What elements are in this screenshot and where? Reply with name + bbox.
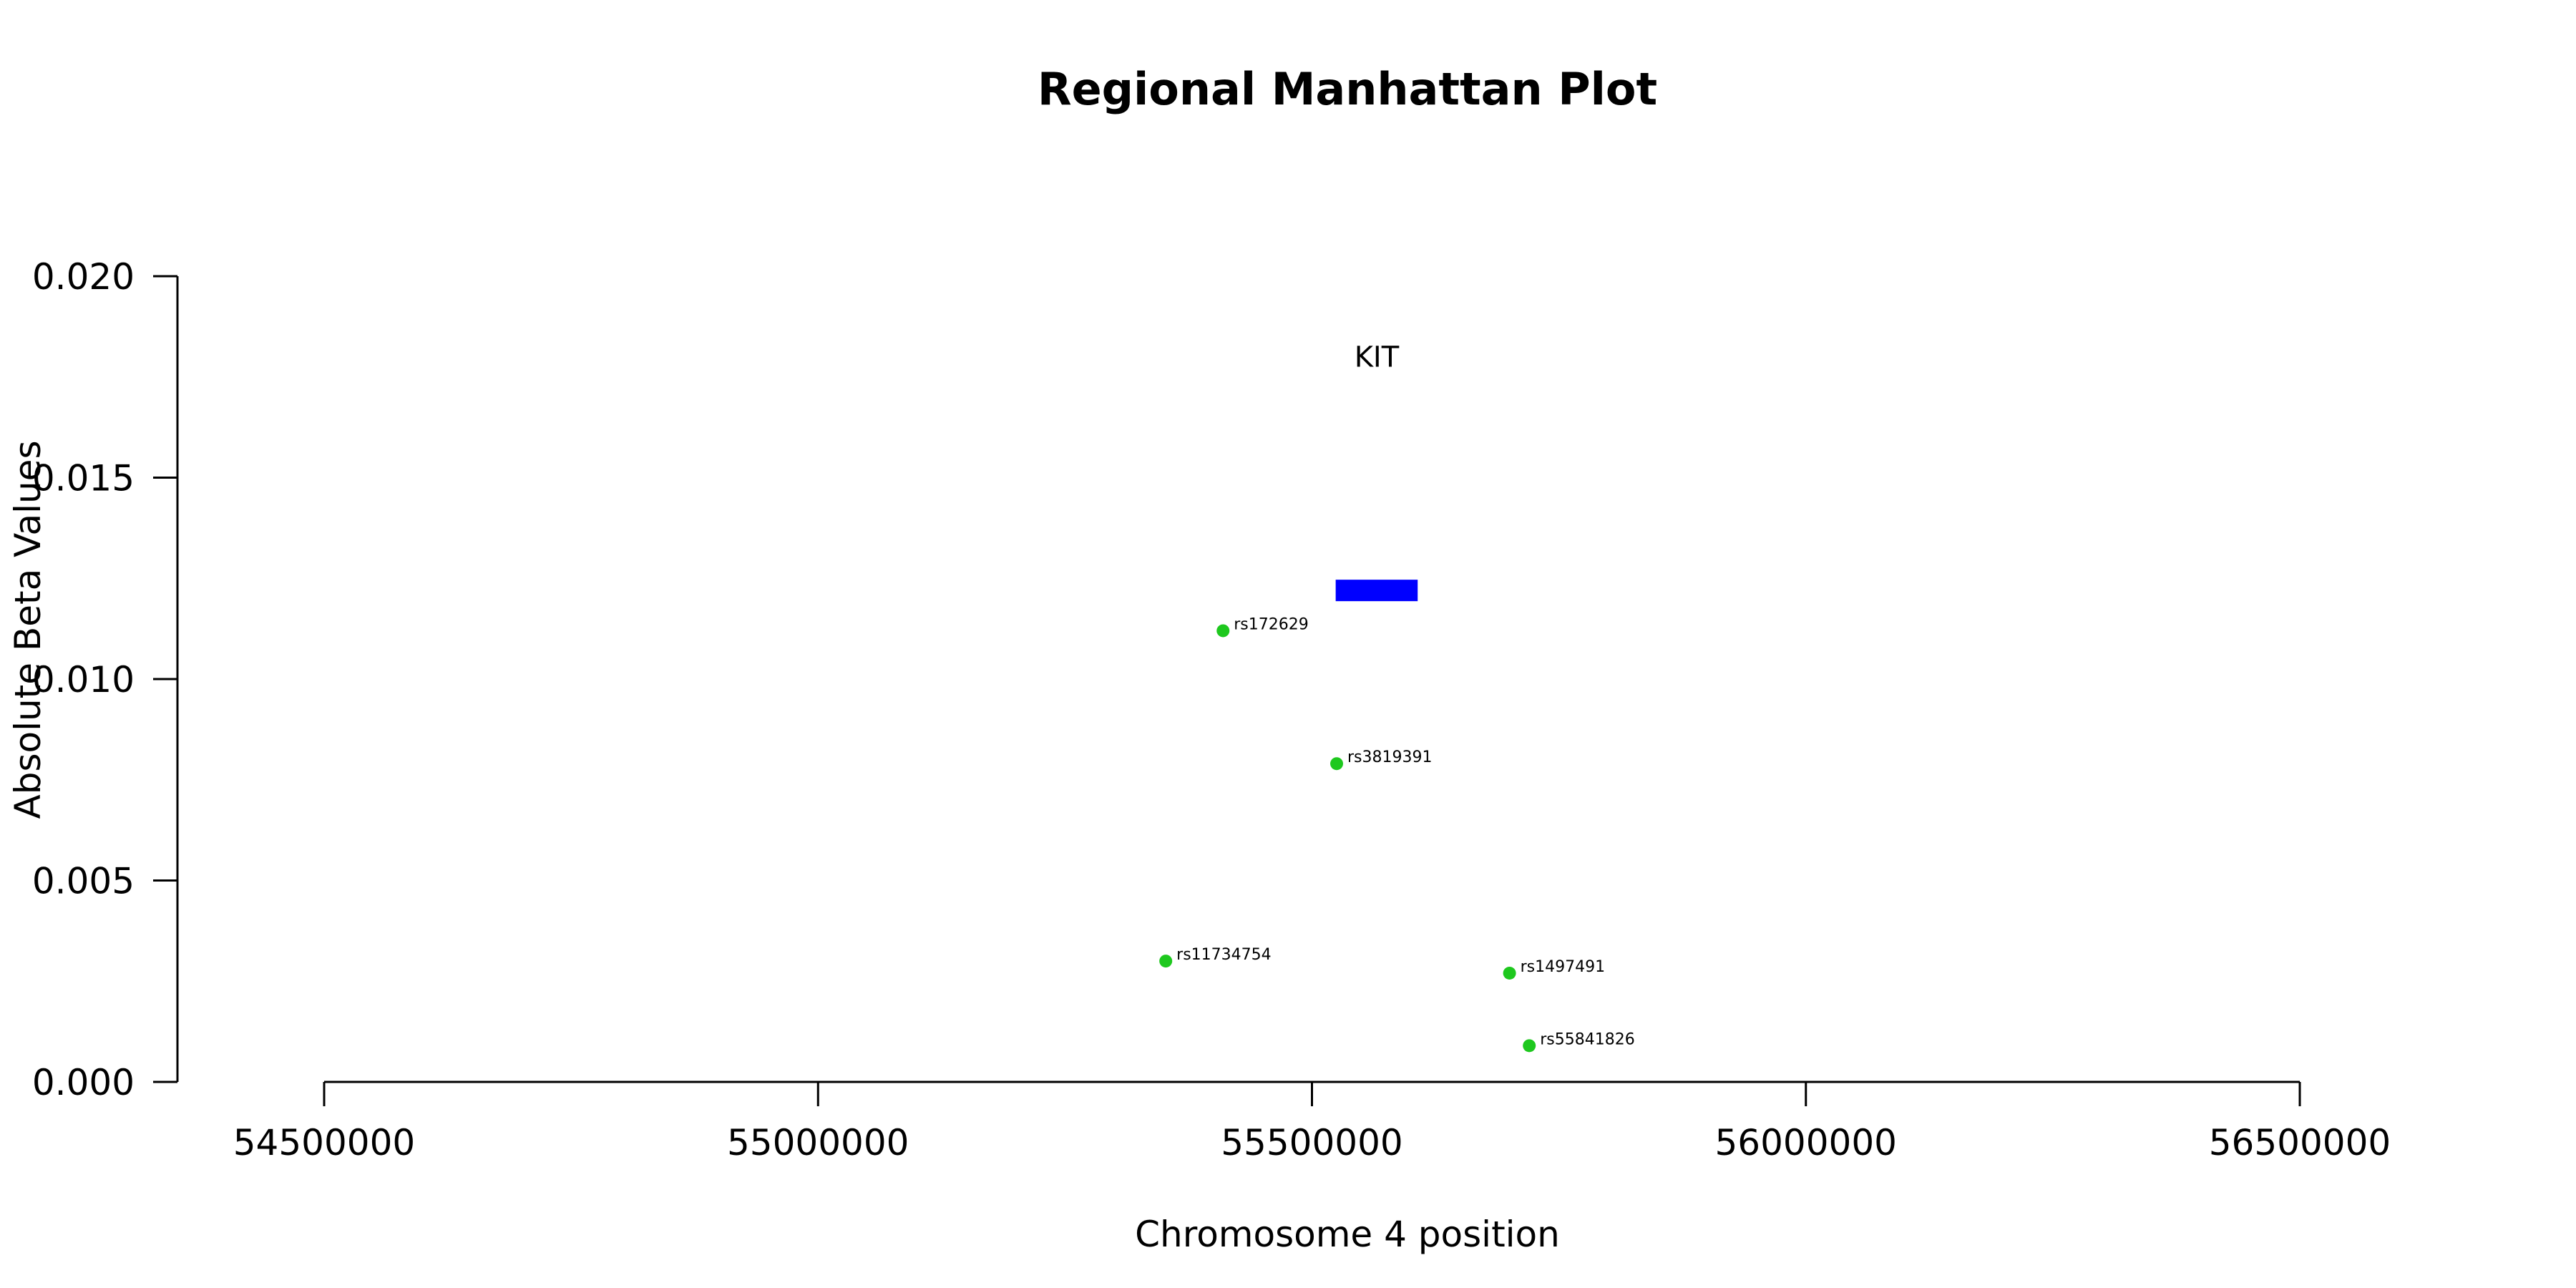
x-tick-label: 54500000 <box>233 1122 416 1163</box>
x-tick-label: 56000000 <box>1715 1122 1898 1163</box>
y-tick-label: 0.005 <box>32 861 135 902</box>
snp-label: rs1497491 <box>1521 958 1606 976</box>
gene-label: KIT <box>1355 341 1400 374</box>
y-tick-label: 0.010 <box>32 659 135 701</box>
snp-label: rs172629 <box>1234 615 1309 633</box>
genes-layer: KIT <box>1335 341 1418 602</box>
points-layer: rs172629 rs3819391 rs11734754 rs1497491 rs55… <box>1159 615 1635 1053</box>
chart-title: Regional Manhattan Plot <box>1038 63 1657 115</box>
snp-label: rs11734754 <box>1176 946 1271 964</box>
snp-point-rs3819391 <box>1330 757 1344 771</box>
y-tick-label: 0.015 <box>32 458 135 499</box>
y-tick-label: 0.000 <box>32 1062 135 1103</box>
y-axis: 0.000 0.005 0.010 0.015 0.020 <box>32 256 179 1103</box>
snp-point-rs55841826 <box>1523 1039 1536 1053</box>
gene-bar-kit <box>1335 580 1418 602</box>
snp-label: rs55841826 <box>1540 1030 1634 1048</box>
x-axis: 54500000 55000000 55500000 56000000 56500000 <box>233 1080 2391 1163</box>
y-tick-label: 0.020 <box>32 256 135 298</box>
x-tick-label: 55500000 <box>1221 1122 1403 1163</box>
x-tick-label: 55000000 <box>727 1122 909 1163</box>
snp-point-rs11734754 <box>1159 955 1173 968</box>
x-axis-label: Chromosome 4 position <box>1135 1214 1560 1255</box>
snp-label: rs3819391 <box>1347 748 1433 766</box>
x-tick-label: 56500000 <box>2209 1122 2391 1163</box>
snp-point-rs172629 <box>1216 624 1230 638</box>
snp-point-rs1497491 <box>1503 966 1516 980</box>
y-axis-label: Absolute Beta Values <box>7 441 49 819</box>
